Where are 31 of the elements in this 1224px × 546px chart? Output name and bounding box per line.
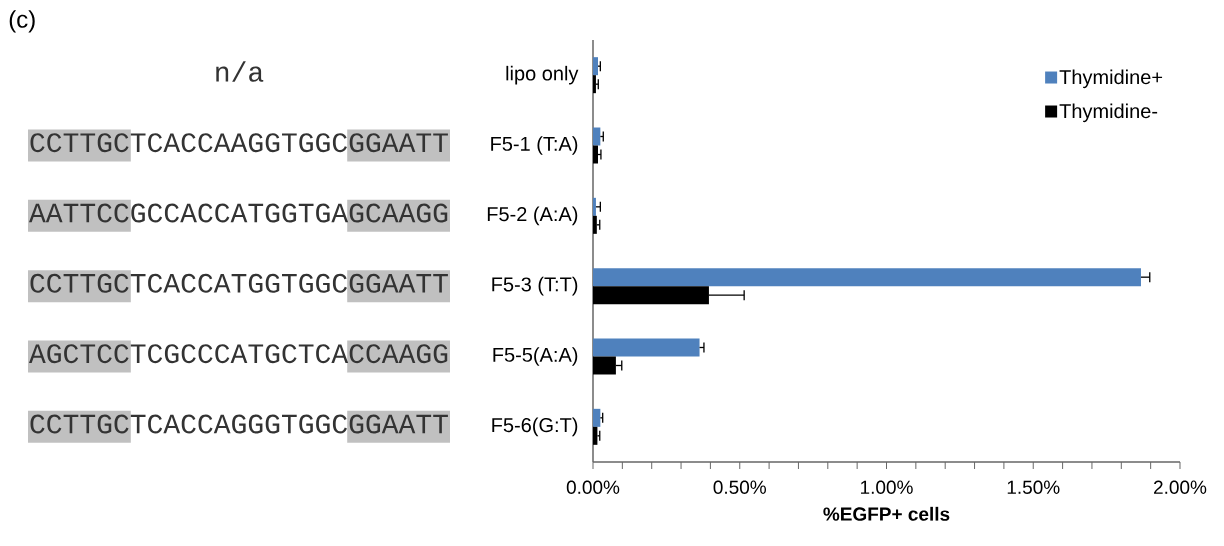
- bar: [593, 268, 1141, 287]
- bar: [593, 197, 596, 216]
- legend-label: Thymidine+: [1059, 69, 1163, 89]
- x-tick-label: 2.00%: [1154, 480, 1207, 494]
- legend-label: Thymidine-: [1059, 103, 1158, 123]
- text: n/a: [216, 61, 264, 82]
- x-axis-title: %EGFP+ cells: [823, 506, 950, 521]
- text: CCTTGCTCACCAAGGTGGCGGAATT: [30, 133, 448, 153]
- y-tick-label: F5-5(A:A): [493, 347, 578, 366]
- x-tick-label: 1.50%: [1007, 480, 1060, 494]
- x-tick-label: 1.00%: [861, 480, 913, 494]
- text: AGCTCCTCGCCCATGCTCACCAAGG: [28, 344, 448, 364]
- bar: [593, 215, 597, 234]
- bar: [593, 57, 598, 76]
- x-tick-label: 0.50%: [713, 480, 767, 494]
- x-tick-label: 0.00%: [566, 480, 620, 494]
- text: CCTTGCTCACCAGGGTGGCGGAATT: [30, 414, 448, 434]
- y-tick-label: F5-3 (T:T): [492, 276, 578, 296]
- bar: [593, 127, 601, 146]
- y-tick-label: F5-2 (A:A): [487, 206, 578, 226]
- y-tick-label: F5-1 (T:A): [491, 136, 578, 155]
- bar: [593, 75, 596, 94]
- bar: [593, 338, 700, 357]
- y-tick-label: F5-6(G:T): [492, 417, 578, 437]
- text: (c): [9, 10, 35, 33]
- bar: [593, 426, 598, 445]
- bar: [593, 145, 598, 164]
- text: AATTCCGCCACCATGGTGAGCAAGG: [28, 203, 448, 223]
- bar: [593, 408, 601, 427]
- y-tick-label: lipo only: [506, 65, 579, 85]
- text: CCTTGCTCACCATGGTGGCGGAATT: [30, 273, 448, 293]
